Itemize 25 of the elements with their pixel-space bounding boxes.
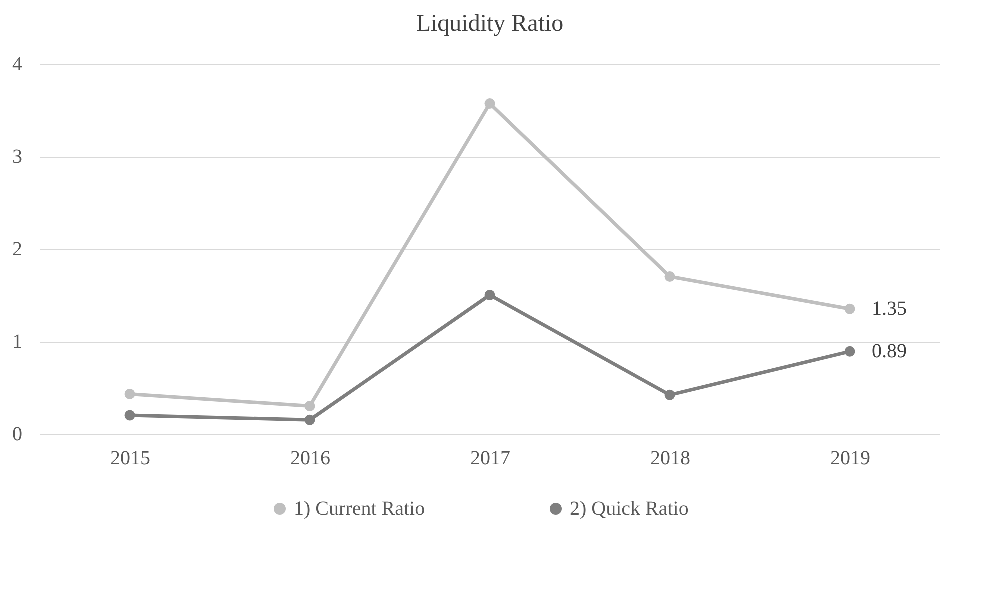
point	[484, 98, 496, 110]
x-tick-label: 2015	[110, 448, 150, 470]
legend-label: 1) Current Ratio	[294, 498, 426, 520]
data-label: 1.35	[872, 298, 907, 320]
y-tick-label: 0	[12, 424, 22, 446]
chart-title: Liquidity Ratio	[416, 11, 564, 37]
point	[304, 414, 316, 426]
x-tick-label: 2016	[290, 448, 330, 470]
point	[844, 346, 856, 357]
y-tick-label: 1	[12, 331, 22, 353]
point	[124, 410, 136, 421]
y-tick-label: 2	[12, 238, 22, 260]
point	[124, 388, 136, 400]
point	[304, 401, 316, 412]
data-label: 0.89	[872, 340, 907, 363]
point	[844, 304, 856, 314]
x-tick-label: 2018	[650, 448, 690, 470]
legend-label: 2) Quick Ratio	[570, 498, 689, 520]
y-tick-label: 3	[12, 146, 22, 168]
x-tick-label: 2019	[830, 448, 870, 470]
point	[664, 390, 676, 400]
y-tick-label: 4	[12, 54, 22, 76]
point	[484, 290, 496, 300]
x-tick-label: 2017	[470, 448, 510, 470]
point	[664, 272, 676, 282]
